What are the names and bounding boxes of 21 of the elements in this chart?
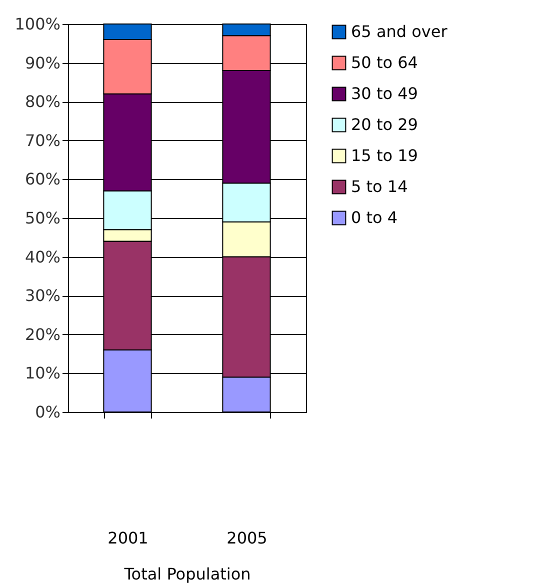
y-tick-label: 100% <box>14 14 60 34</box>
y-tick-label: 50% <box>24 208 60 228</box>
legend-label: 50 to 64 <box>351 53 418 72</box>
y-tick-label: 40% <box>24 247 60 266</box>
x-tick-label: 2001 <box>108 528 148 548</box>
y-tick-label: 20% <box>24 324 60 344</box>
y-tick-label: 0% <box>35 402 60 422</box>
y-tick-label: 10% <box>24 364 60 383</box>
x-axis-title: Total Population <box>123 564 251 583</box>
y-tick-label: 90% <box>24 53 60 72</box>
legend-label: 20 to 29 <box>351 115 418 134</box>
legend-label: 15 to 19 <box>351 146 418 165</box>
legend-label: 5 to 14 <box>351 177 408 196</box>
y-tick-label: 60% <box>24 170 60 189</box>
legend-label: 65 and over <box>351 22 448 41</box>
x-tick-label: 2005 <box>226 528 268 548</box>
y-tick-label: 80% <box>24 92 60 112</box>
legend-label: 30 to 49 <box>351 84 418 103</box>
y-tick-label: 30% <box>24 286 60 306</box>
y-tick-label: 70% <box>24 130 60 150</box>
legend-label: 0 to 4 <box>351 208 398 227</box>
